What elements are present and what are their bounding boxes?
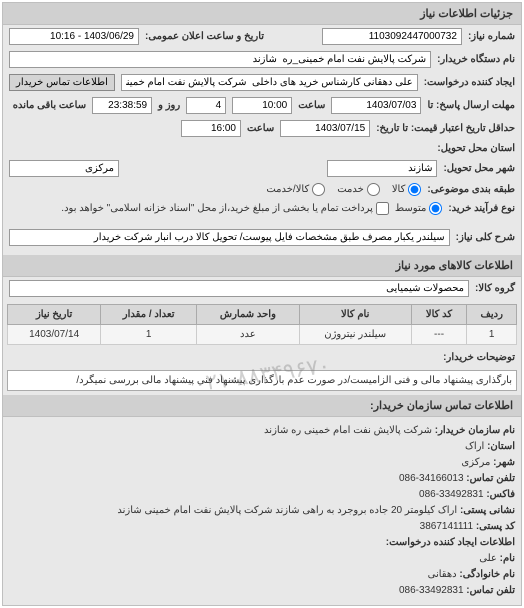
radio-both-label: کالا/خدمت (266, 184, 309, 195)
remain-label: ساعت باقی مانده (13, 100, 86, 111)
th-qty: تعداد / مقدار (101, 305, 197, 325)
time-label-2: ساعت (247, 123, 274, 134)
family-label: نام خانوادگی: (459, 569, 515, 580)
cell-row: 1 (467, 325, 517, 345)
main-header: جزئیات اطلاعات نیاز (3, 3, 521, 25)
th-unit: واحد شمارش (197, 305, 300, 325)
contact-section-header: اطلاعات تماس سازمان خریدار: (3, 395, 521, 417)
th-code: کد کالا (411, 305, 467, 325)
radio-both[interactable]: کالا/خدمت (266, 183, 325, 196)
th-date: تاریخ نیاز (8, 305, 101, 325)
buyer-org-input[interactable] (9, 51, 431, 68)
validity-label: حداقل تاریخ اعتبار قیمت: تا تاریخ: (376, 123, 515, 134)
purchase-type-label: نوع فرآیند خرید: (448, 203, 515, 214)
postal-code-label: کد پستی: (476, 521, 515, 532)
requester-label: ایجاد کننده درخواست: (424, 77, 515, 88)
org-name-label: نام سازمان خریدار: (435, 425, 515, 436)
remain-time[interactable] (92, 97, 152, 114)
time-label-1: ساعت (298, 100, 325, 111)
response-date[interactable] (331, 97, 421, 114)
contact-buyer-button[interactable]: اطلاعات تماس خریدار (9, 74, 115, 91)
org-name: شرکت پالایش نفت امام خمینی ره شازند (264, 425, 432, 436)
purchase-note-text: پرداخت تمام یا بخشی از مبلغ خرید،از محل … (61, 203, 373, 214)
city: مرکزی (461, 457, 490, 468)
phone: 34166013-086 (399, 473, 464, 484)
cell-code: --- (411, 325, 467, 345)
cell-unit: عدد (197, 325, 300, 345)
family-value: دهقانی (428, 569, 457, 580)
contact-section: نام سازمان خریدار: شرکت پالایش نفت امام … (3, 417, 521, 605)
postal-addr: اراک کیلومتر 20 جاده بروجرد به راهی شازن… (117, 505, 457, 516)
radio-service-label: خدمت (337, 184, 364, 195)
cell-date: 1403/07/14 (8, 325, 101, 345)
fax: 33492831-086 (419, 489, 484, 500)
name-label: نام: (500, 553, 515, 564)
need-title-input[interactable] (9, 229, 450, 246)
validity-date[interactable] (280, 120, 370, 137)
table-row[interactable]: 1 --- سیلندر نیتروژن عدد 1 1403/07/14 (8, 325, 517, 345)
th-row: ردیف (467, 305, 517, 325)
radio-goods-input[interactable] (408, 183, 421, 196)
buyer-org-label: نام دستگاه خریدار: (437, 54, 515, 65)
cell-qty: 1 (101, 325, 197, 345)
radio-medium[interactable]: متوسط (395, 202, 442, 215)
group-input[interactable] (9, 280, 469, 297)
cell-name: سیلندر نیتروژن (299, 325, 411, 345)
days-label: روز و (158, 100, 180, 111)
th-name: نام کالا (299, 305, 411, 325)
name-value: علی (479, 553, 497, 564)
radio-goods[interactable]: کالا (392, 183, 422, 196)
delivery-state-input[interactable] (9, 160, 119, 177)
delivery-city-input[interactable] (327, 160, 437, 177)
req-phone-label: تلفن تماس: (466, 585, 515, 596)
province: اراک (465, 441, 484, 452)
purchase-note-checkbox[interactable] (376, 202, 389, 215)
postal-addr-label: نشانی پستی: (460, 505, 515, 516)
requester-section-title: اطلاعات ایجاد کننده درخواست: (386, 537, 515, 548)
goods-section-header: اطلاعات کالاهای مورد نیاز (3, 255, 521, 277)
radio-medium-label: متوسط (395, 203, 426, 214)
buyer-notes-label: توضیحات خریدار: (443, 352, 515, 363)
public-announce-label: تاریخ و ساعت اعلان عمومی: (145, 31, 264, 42)
req-phone: 33492831-086 (399, 585, 464, 596)
radio-medium-input[interactable] (429, 202, 442, 215)
postal-code: 3867141111 (420, 521, 473, 532)
category-type-label: طبقه بندی موضوعی: (427, 184, 515, 195)
public-announce-date[interactable] (9, 28, 139, 45)
group-label: گروه کالا: (475, 283, 515, 294)
days-value[interactable] (186, 97, 226, 114)
response-deadline-label: مهلت ارسال پاسخ: تا (427, 100, 515, 111)
purchase-note-check[interactable]: پرداخت تمام یا بخشی از مبلغ خرید،از محل … (61, 202, 389, 215)
buyer-notes-text: بارگذاری پیشنهاد مالی و فنی الزامیست/در … (7, 370, 517, 391)
response-time[interactable] (232, 97, 292, 114)
requester-input[interactable] (121, 74, 418, 91)
radio-both-input[interactable] (312, 183, 325, 196)
province-label: استان: (487, 441, 515, 452)
delivery-state-label: استان محل تحویل: (437, 143, 515, 154)
delivery-city-label: شهر محل تحویل: (443, 163, 515, 174)
radio-service-input[interactable] (367, 183, 380, 196)
city-label: شهر: (493, 457, 515, 468)
radio-goods-label: کالا (392, 184, 406, 195)
phone-label: تلفن تماس: (466, 473, 515, 484)
radio-service[interactable]: خدمت (337, 183, 380, 196)
request-number-input[interactable] (322, 28, 462, 45)
validity-time[interactable] (181, 120, 241, 137)
fax-label: فاکس: (486, 489, 515, 500)
goods-table: ردیف کد کالا نام کالا واحد شمارش تعداد /… (7, 304, 517, 345)
request-number-label: شماره نیاز: (468, 31, 515, 42)
need-title-label: شرح کلی نیاز: (456, 232, 515, 243)
